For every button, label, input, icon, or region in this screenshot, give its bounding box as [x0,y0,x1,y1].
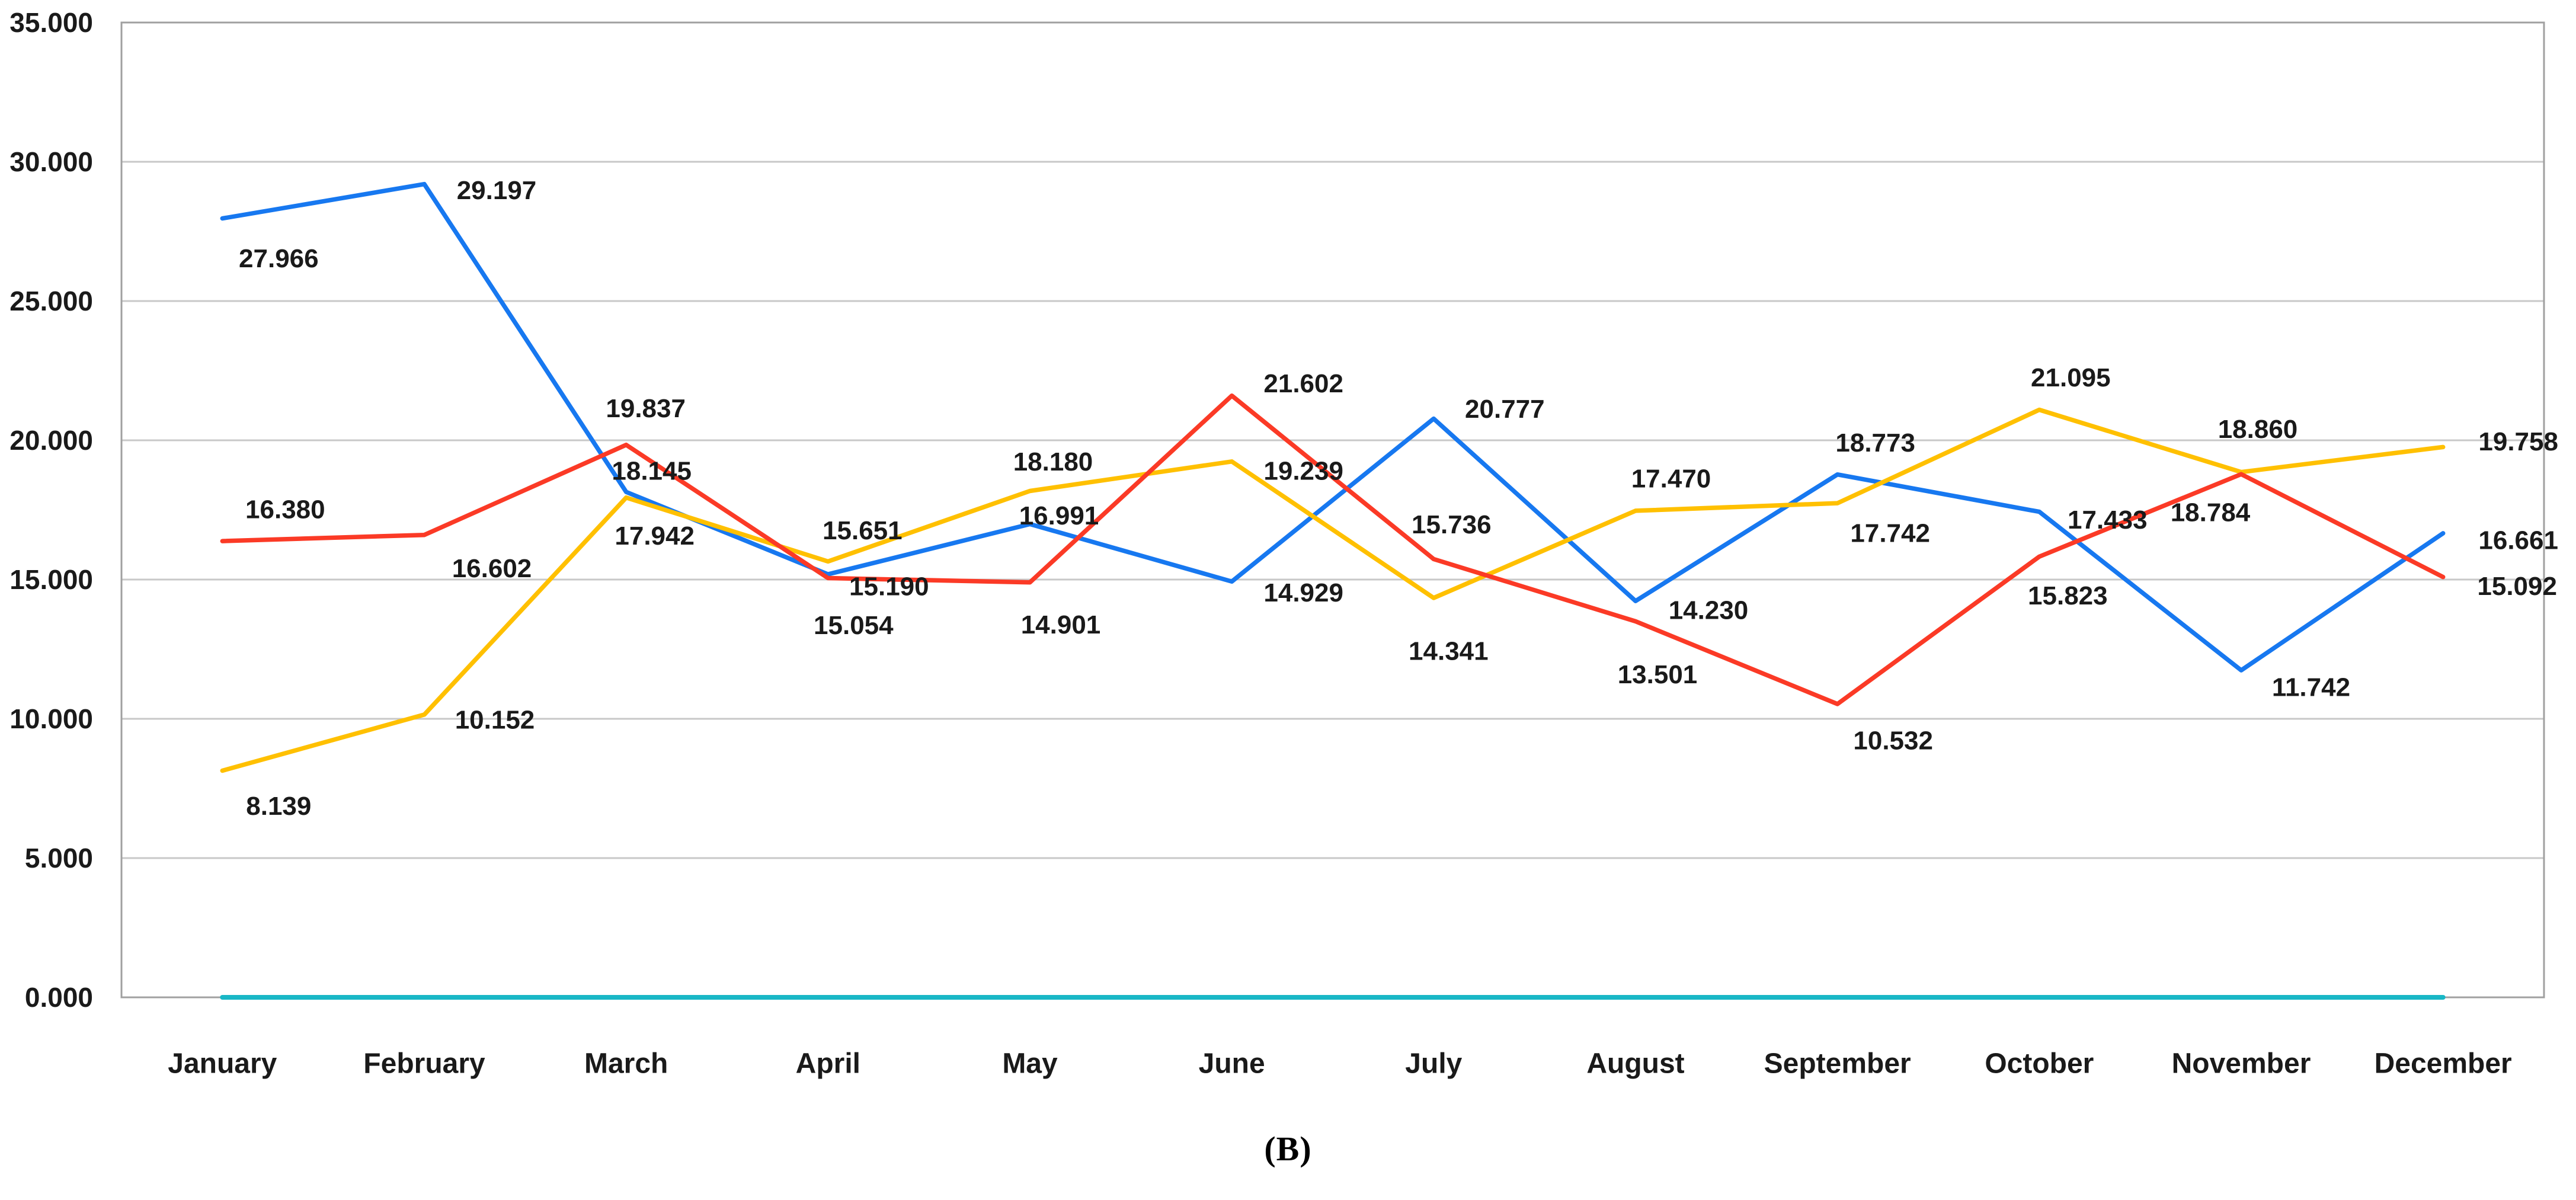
data-label-yellow: 18.860 [2218,415,2298,444]
data-label-red: 18.784 [2171,498,2251,527]
data-label-blue: 14.230 [1669,596,1749,625]
y-tick-label: 25.000 [9,286,93,316]
data-label-yellow: 8.139 [246,792,311,821]
y-tick-label: 20.000 [9,425,93,456]
gridlines [121,161,2544,859]
y-tick-label: 5.000 [25,843,93,873]
data-label-blue: 18.145 [612,457,692,486]
month-label: August [1586,1048,1684,1080]
y-tick-label: 10.000 [9,703,93,734]
data-label-red: 15.736 [1412,510,1492,539]
month-label: November [2172,1048,2311,1080]
data-label-yellow: 14.341 [1409,636,1489,665]
y-tick-label: 15.000 [9,564,93,595]
month-label: July [1405,1048,1462,1080]
x-axis-category-labels: January February March April May June July Augu… [168,1048,2511,1080]
data-label-blue: 16.991 [1019,501,1099,530]
data-label-yellow: 10.152 [455,705,535,734]
data-label-blue: 16.661 [2478,526,2558,555]
data-label-yellow: 19.239 [1263,456,1343,485]
data-label-yellow: 21.095 [2031,363,2111,392]
month-label: September [1764,1048,1911,1080]
data-label-blue: 15.190 [849,572,929,601]
series-blue-line [220,181,2446,673]
data-label-blue: 18.773 [1835,428,1915,457]
data-labels: 27.966 29.197 18.145 15.190 16.991 14.929 20.7… [239,176,2558,821]
data-label-red: 19.837 [606,394,686,423]
month-label: May [1002,1048,1058,1080]
month-label: October [1985,1048,2094,1080]
series-yellow-line [220,407,2446,773]
data-label-blue: 20.777 [1465,395,1545,424]
data-label-red: 15.092 [2477,572,2557,601]
data-label-blue: 14.929 [1263,578,1343,607]
data-label-red: 16.602 [452,554,532,583]
data-label-red: 13.501 [1618,660,1698,689]
data-label-blue: 11.742 [2272,673,2350,702]
data-label-red: 21.602 [1263,369,1343,398]
data-label-blue: 17.433 [2068,505,2148,535]
month-label: February [363,1048,485,1080]
data-label-red: 16.380 [245,495,325,524]
month-label: April [796,1048,860,1080]
data-label-red: 14.901 [1021,610,1101,639]
month-label: March [584,1048,668,1080]
month-label: December [2375,1048,2512,1080]
y-tick-label: 0.000 [25,982,93,1013]
figure-caption: (B) [1264,1129,1312,1168]
data-label-red: 15.054 [814,611,894,640]
data-label-red: 10.532 [1853,726,1933,755]
data-label-blue: 29.197 [457,176,537,205]
data-label-yellow: 19.758 [2478,427,2558,456]
y-tick-label: 35.000 [9,7,93,38]
month-label: June [1199,1048,1265,1080]
data-label-blue: 27.966 [239,244,319,273]
data-label-yellow: 18.180 [1013,447,1093,476]
month-label: January [168,1048,277,1080]
data-label-yellow: 17.742 [1850,519,1930,548]
series-lines [220,181,2446,1000]
data-label-yellow: 17.470 [1631,464,1711,493]
series-red-line [220,393,2446,706]
y-axis-tick-labels: 35.000 30.000 25.000 20.000 15.000 10.000 5.00… [9,7,93,1013]
data-label-red: 15.823 [2028,581,2108,610]
data-label-yellow: 17.942 [615,521,695,551]
data-label-yellow: 15.651 [823,516,903,545]
y-tick-label: 30.000 [9,146,93,177]
